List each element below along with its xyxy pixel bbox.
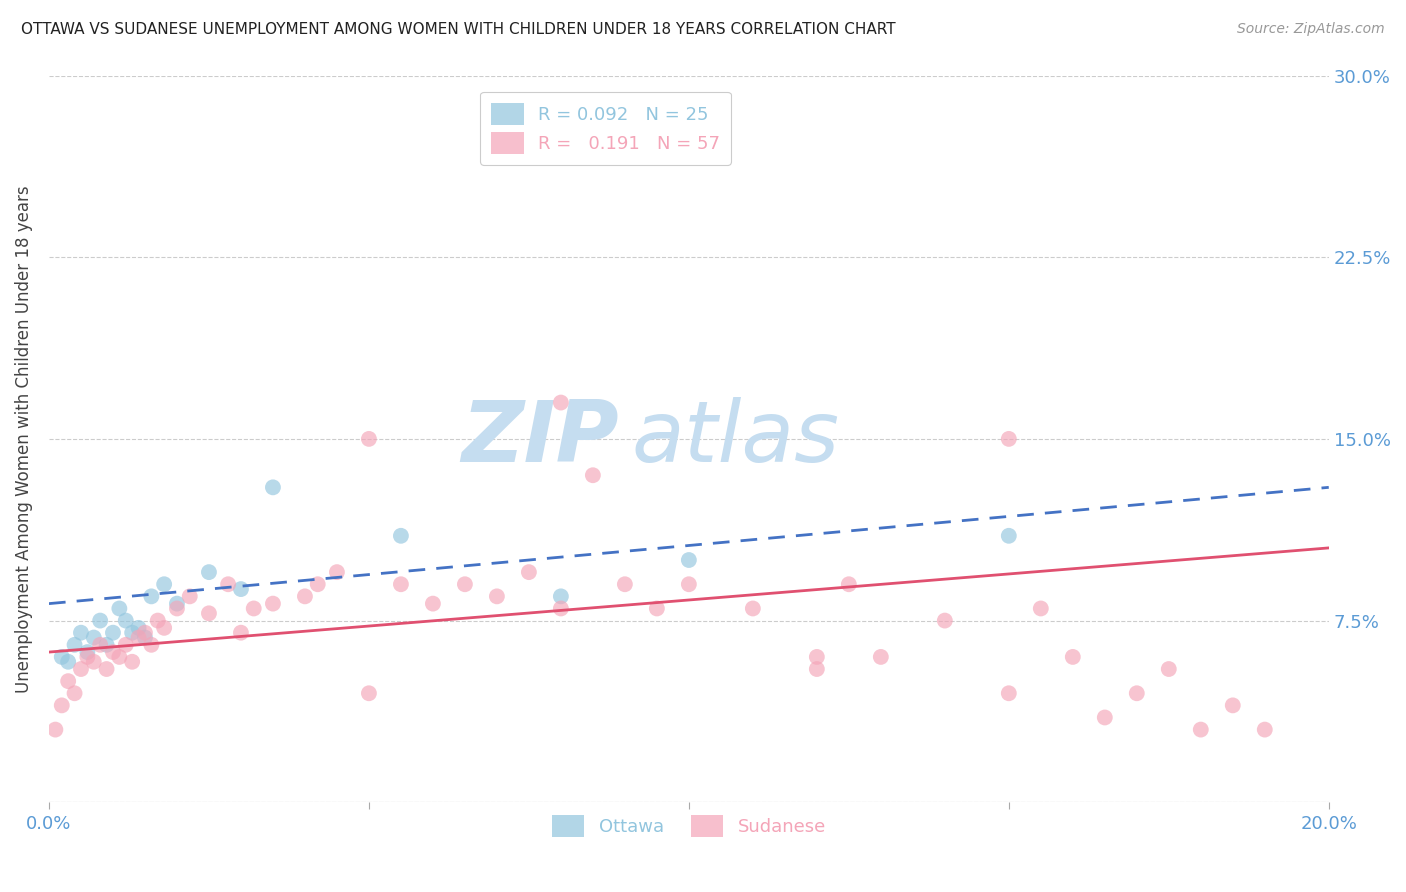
- Point: [198, 565, 221, 579]
- Point: [454, 577, 477, 591]
- Point: [678, 577, 700, 591]
- Point: [96, 638, 118, 652]
- Point: [229, 625, 252, 640]
- Point: [645, 601, 668, 615]
- Y-axis label: Unemployment Among Women with Children Under 18 years: Unemployment Among Women with Children U…: [15, 185, 32, 693]
- Point: [141, 638, 163, 652]
- Point: [1189, 723, 1212, 737]
- Point: [153, 577, 176, 591]
- Text: OTTAWA VS SUDANESE UNEMPLOYMENT AMONG WOMEN WITH CHILDREN UNDER 18 YEARS CORRELA: OTTAWA VS SUDANESE UNEMPLOYMENT AMONG WO…: [21, 22, 896, 37]
- Point: [550, 590, 572, 604]
- Point: [217, 577, 239, 591]
- Point: [134, 625, 156, 640]
- Point: [70, 625, 93, 640]
- Point: [101, 645, 124, 659]
- Point: [1222, 698, 1244, 713]
- Point: [1157, 662, 1180, 676]
- Point: [262, 597, 284, 611]
- Point: [76, 649, 98, 664]
- Point: [56, 655, 79, 669]
- Point: [141, 590, 163, 604]
- Point: [678, 553, 700, 567]
- Point: [389, 529, 412, 543]
- Point: [998, 432, 1021, 446]
- Point: [128, 621, 150, 635]
- Point: [166, 597, 188, 611]
- Point: [134, 631, 156, 645]
- Point: [121, 625, 143, 640]
- Point: [179, 590, 201, 604]
- Point: [128, 631, 150, 645]
- Point: [108, 601, 131, 615]
- Point: [262, 480, 284, 494]
- Point: [307, 577, 329, 591]
- Point: [83, 655, 105, 669]
- Point: [96, 662, 118, 676]
- Point: [63, 686, 86, 700]
- Point: [422, 597, 444, 611]
- Point: [114, 614, 136, 628]
- Point: [76, 645, 98, 659]
- Point: [485, 590, 508, 604]
- Point: [550, 395, 572, 409]
- Point: [934, 614, 956, 628]
- Point: [198, 607, 221, 621]
- Point: [357, 686, 380, 700]
- Point: [114, 638, 136, 652]
- Point: [389, 577, 412, 591]
- Legend: Ottawa, Sudanese: Ottawa, Sudanese: [544, 807, 834, 844]
- Point: [146, 614, 169, 628]
- Point: [613, 577, 636, 591]
- Point: [869, 649, 891, 664]
- Point: [166, 601, 188, 615]
- Point: [838, 577, 860, 591]
- Point: [1062, 649, 1084, 664]
- Point: [242, 601, 264, 615]
- Point: [51, 649, 73, 664]
- Point: [1126, 686, 1149, 700]
- Point: [1029, 601, 1052, 615]
- Point: [51, 698, 73, 713]
- Point: [806, 662, 828, 676]
- Point: [101, 625, 124, 640]
- Point: [229, 582, 252, 596]
- Point: [121, 655, 143, 669]
- Point: [357, 432, 380, 446]
- Point: [153, 621, 176, 635]
- Point: [1254, 723, 1277, 737]
- Point: [806, 649, 828, 664]
- Point: [998, 686, 1021, 700]
- Point: [56, 674, 79, 689]
- Text: atlas: atlas: [631, 398, 839, 481]
- Point: [998, 529, 1021, 543]
- Text: Source: ZipAtlas.com: Source: ZipAtlas.com: [1237, 22, 1385, 37]
- Point: [550, 601, 572, 615]
- Text: ZIP: ZIP: [461, 398, 619, 481]
- Point: [326, 565, 349, 579]
- Point: [741, 601, 763, 615]
- Point: [517, 565, 540, 579]
- Point: [582, 468, 605, 483]
- Point: [1094, 710, 1116, 724]
- Point: [89, 614, 111, 628]
- Point: [89, 638, 111, 652]
- Point: [294, 590, 316, 604]
- Point: [44, 723, 66, 737]
- Point: [83, 631, 105, 645]
- Point: [517, 141, 540, 155]
- Point: [63, 638, 86, 652]
- Point: [108, 649, 131, 664]
- Point: [70, 662, 93, 676]
